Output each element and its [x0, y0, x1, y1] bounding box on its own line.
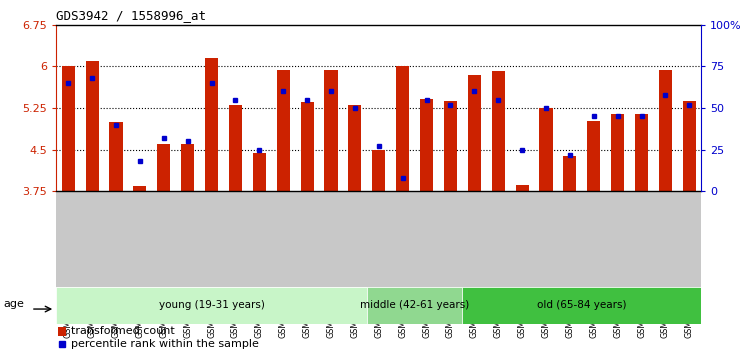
- Bar: [181, 144, 194, 191]
- Bar: [587, 121, 600, 191]
- Bar: [325, 70, 338, 191]
- Bar: [56, 287, 367, 324]
- Bar: [110, 122, 122, 191]
- Bar: [420, 98, 433, 191]
- Bar: [301, 102, 313, 191]
- Bar: [205, 58, 218, 191]
- Text: percentile rank within the sample: percentile rank within the sample: [70, 339, 259, 349]
- Bar: [62, 67, 75, 191]
- Bar: [515, 185, 529, 191]
- Bar: [682, 101, 696, 191]
- Bar: [563, 156, 577, 191]
- Bar: [229, 105, 242, 191]
- Bar: [658, 70, 672, 191]
- Bar: [348, 105, 361, 191]
- Text: middle (42-61 years): middle (42-61 years): [360, 300, 470, 310]
- Bar: [253, 153, 266, 191]
- Bar: [134, 185, 146, 191]
- Bar: [462, 287, 701, 324]
- Bar: [277, 70, 290, 191]
- Text: young (19-31 years): young (19-31 years): [158, 300, 265, 310]
- Bar: [539, 108, 553, 191]
- Bar: [372, 149, 386, 191]
- Bar: [444, 101, 457, 191]
- Bar: [86, 61, 99, 191]
- Bar: [468, 75, 481, 191]
- Bar: [367, 287, 462, 324]
- Text: age: age: [4, 298, 25, 309]
- Bar: [492, 71, 505, 191]
- Bar: [158, 144, 170, 191]
- Bar: [635, 114, 648, 191]
- Text: old (65-84 years): old (65-84 years): [537, 300, 626, 310]
- Text: GDS3942 / 1558996_at: GDS3942 / 1558996_at: [56, 9, 206, 22]
- Text: transformed count: transformed count: [70, 326, 175, 336]
- Bar: [611, 114, 624, 191]
- Bar: [396, 67, 410, 191]
- Bar: [58, 326, 66, 336]
